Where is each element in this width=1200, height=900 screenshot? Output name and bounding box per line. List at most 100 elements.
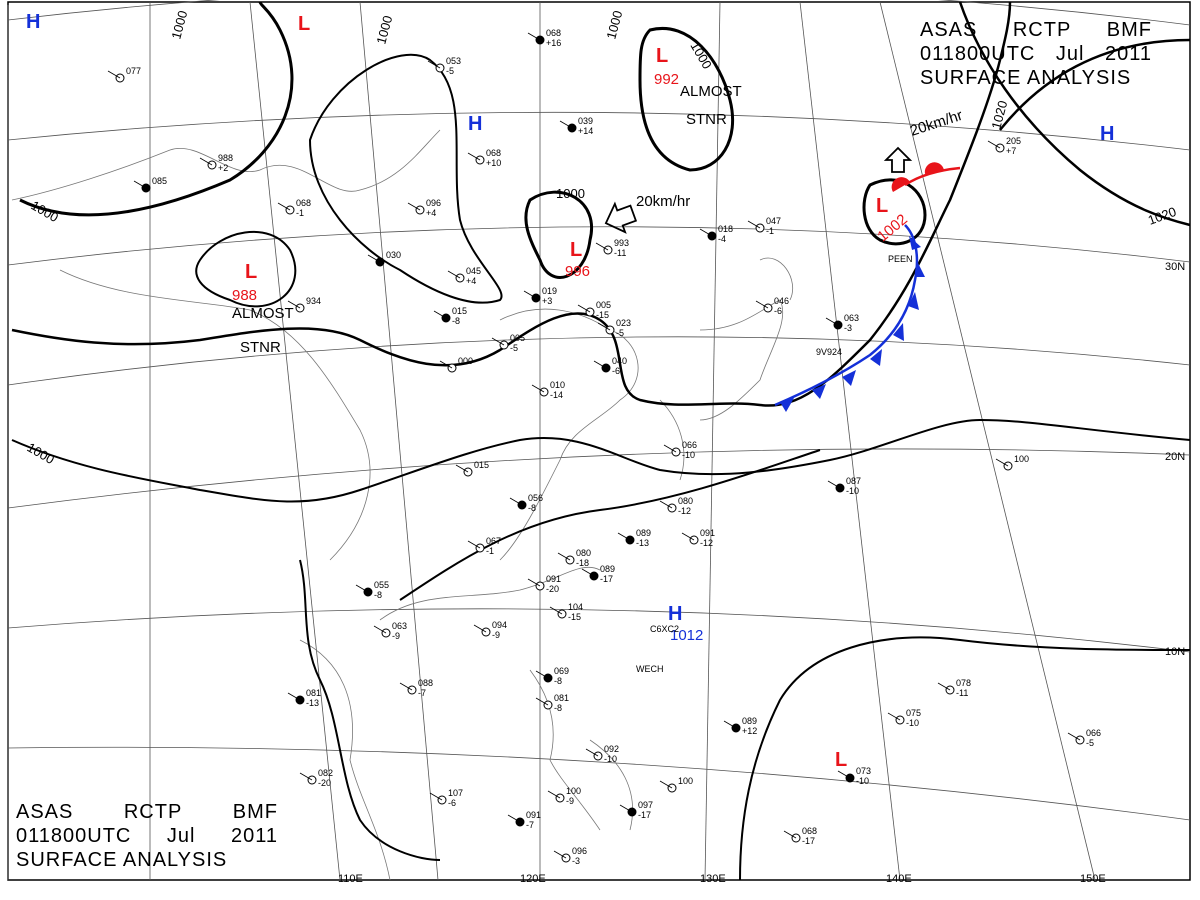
wind-barb-icon <box>681 532 695 541</box>
wind-barb-icon <box>535 670 549 679</box>
wind-barb-icon <box>199 157 213 166</box>
station-plot: 047-1 <box>747 216 781 236</box>
station-pressure: 068 <box>486 148 501 158</box>
low-note: ALMOST <box>232 305 294 322</box>
station-plot: 094-9 <box>473 620 507 640</box>
station-tendency: -3 <box>572 856 580 866</box>
station-tendency: -14 <box>550 390 563 400</box>
header-agency-line: ASAS RCTP BMF <box>16 800 278 824</box>
station-tendency: -3 <box>844 323 852 333</box>
wind-barb-icon <box>937 682 951 691</box>
high-symbol: H <box>468 113 482 135</box>
station-tendency: -12 <box>700 538 713 548</box>
station-pressure: 073 <box>856 766 871 776</box>
longitude-label: 140E <box>886 873 912 885</box>
isobar <box>958 1 1191 227</box>
wind-barb-icon <box>277 202 291 211</box>
station-plot: 081-8 <box>535 693 569 713</box>
station-pressure: 934 <box>306 296 321 306</box>
station-pressure: 080 <box>576 548 591 558</box>
front-triangle <box>915 261 925 277</box>
station-tendency: -10 <box>682 450 695 460</box>
wind-barb-icon <box>407 202 421 211</box>
station-tendency: -5 <box>616 328 624 338</box>
station-tendency: +16 <box>546 38 561 48</box>
front-triangle <box>842 370 856 386</box>
header-product: SURFACE ANALYSIS <box>16 849 228 871</box>
station-pressure: 075 <box>906 708 921 718</box>
low-value: 996 <box>565 263 590 280</box>
warm-front-bumps <box>891 162 944 192</box>
station-pressure: 087 <box>846 476 861 486</box>
station-pressure: 089 <box>600 564 615 574</box>
low-symbol: L <box>656 45 668 67</box>
station-plot: 097-17 <box>619 800 653 820</box>
low-value: 992 <box>654 71 679 88</box>
low-value: 988 <box>232 287 257 304</box>
meridian <box>704 1 721 881</box>
station-plot: 100 <box>659 776 693 793</box>
station-plot: 089-13 <box>617 528 651 548</box>
station-pressure: 104 <box>568 602 583 612</box>
station-pressure: 040 <box>612 356 627 366</box>
station-pressure: 066 <box>1086 728 1101 738</box>
low-symbol: L <box>876 195 888 217</box>
station-pressure: 005 <box>510 333 525 343</box>
coastline <box>589 739 633 831</box>
station-id: C6XC2 <box>650 624 679 634</box>
station-plot: 100-9 <box>547 786 581 806</box>
wind-barb-icon <box>559 120 573 129</box>
station-tendency: -13 <box>636 538 649 548</box>
station-pressure: 045 <box>466 266 481 276</box>
wind-barb-icon <box>1067 732 1081 741</box>
low-note: STNR <box>686 111 727 128</box>
wind-barb-icon <box>355 584 369 593</box>
station-plot: 066-5 <box>1067 728 1101 748</box>
station-plot: 993-11 <box>595 238 629 258</box>
station-pressure: 055 <box>374 580 389 590</box>
latitude-line <box>7 336 1191 386</box>
motion-vector-label: 20km/hr <box>908 107 965 140</box>
isobar-closed <box>308 53 503 304</box>
longitude-label: 120E <box>520 873 546 885</box>
low-symbol: L <box>570 239 582 261</box>
station-pressure: 015 <box>452 306 467 316</box>
station-tendency: -8 <box>374 590 382 600</box>
station-tendency: +4 <box>426 208 436 218</box>
motion-arrows <box>604 146 913 234</box>
station-plot: 056-8 <box>509 493 543 513</box>
motion-arrow-icon <box>604 201 638 234</box>
station-pressure: 039 <box>578 116 593 126</box>
station-id: 9V924 <box>816 347 842 357</box>
station-plot: 019+3 <box>523 286 557 306</box>
station-tendency: -17 <box>638 810 651 820</box>
station-plot: 068-17 <box>783 826 817 846</box>
station-pressure: 096 <box>426 198 441 208</box>
station-pressure: 078 <box>956 678 971 688</box>
header-agency: ASAS <box>16 801 74 823</box>
station-plot: 091-7 <box>507 810 541 830</box>
header-top: ASAS RCTP BMF 011800UTC Jul 2011 SURFACE… <box>920 18 1152 90</box>
meridian <box>359 1 439 881</box>
station-tendency: -1 <box>766 226 774 236</box>
station-pressure: 100 <box>1014 454 1029 464</box>
station-tendency: -11 <box>614 248 626 258</box>
station-plot: 934 <box>287 296 321 313</box>
station-pressure: 993 <box>614 238 629 248</box>
front-bump <box>924 162 944 174</box>
station-pressure: 018 <box>718 224 733 234</box>
station-tendency: -6 <box>612 366 620 376</box>
station-plot: 088-7 <box>399 678 433 698</box>
station-plot: 092-10 <box>585 744 619 764</box>
station-pressure: 063 <box>392 621 407 631</box>
latitude-labels: 30N 20N 10N <box>1165 261 1185 658</box>
isobar-label: 1000 <box>556 186 585 201</box>
station-pressure: 068 <box>296 198 311 208</box>
isobar <box>999 38 1191 131</box>
station-tendency: -11 <box>956 688 968 698</box>
low-symbol: L <box>835 749 847 771</box>
wind-barb-icon <box>455 464 469 473</box>
station-tendency: -6 <box>774 306 782 316</box>
latitude-label: 20N <box>1165 451 1185 463</box>
station-pressure: 081 <box>554 693 569 703</box>
